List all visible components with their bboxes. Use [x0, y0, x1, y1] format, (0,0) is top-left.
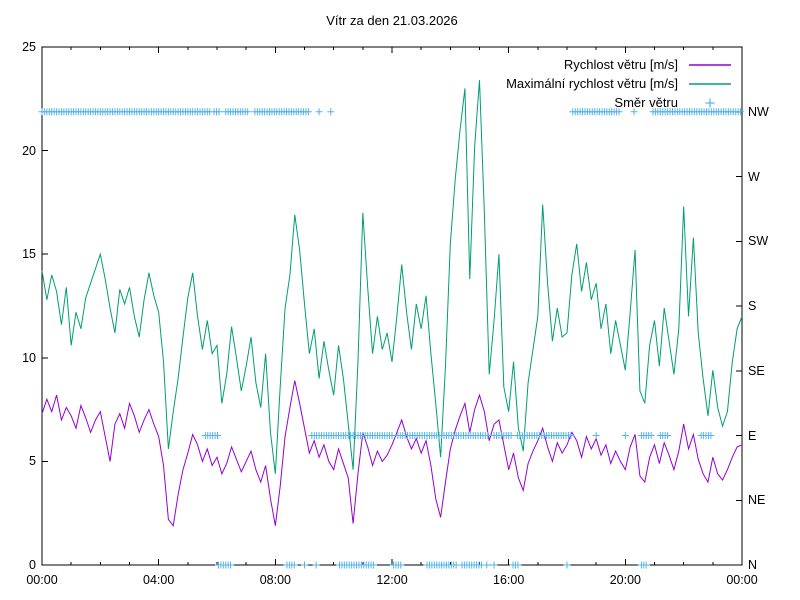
legend-row-max-wind: Maximální rychlost větru [m/s] [506, 74, 736, 93]
legend-label-max-wind: Maximální rychlost větru [m/s] [506, 76, 678, 91]
y-tick-label: 15 [22, 247, 36, 262]
x-tick-label: 00:00 [726, 573, 758, 587]
y-tick-label: 0 [29, 558, 36, 572]
legend-row-avg-wind: Rychlost větru [m/s] [506, 55, 736, 74]
direction-plus-marker-icon [684, 96, 736, 109]
wind-direction-label: SE [748, 363, 765, 378]
wind-direction-label: S [748, 299, 757, 313]
y-tick-label: 10 [22, 350, 36, 365]
legend: Rychlost větru [m/s] Maximální rychlost … [506, 55, 736, 112]
x-tick-label: 04:00 [143, 573, 175, 587]
x-tick-label: 20:00 [609, 573, 641, 587]
avg-wind-line-sample-icon [684, 58, 736, 71]
max-wind-line-sample-icon [684, 77, 736, 90]
max-wind-line [41, 80, 743, 474]
legend-label-direction: Směr větru [614, 95, 678, 110]
legend-row-direction: Směr větru [506, 93, 736, 112]
wind-direction-label: N [748, 558, 758, 572]
legend-label-avg-wind: Rychlost větru [m/s] [563, 57, 678, 72]
chart-title: Vítr za den 21.03.2026 [326, 13, 458, 28]
x-tick-label: 08:00 [259, 573, 291, 587]
avg-wind-line [41, 380, 743, 527]
wind-direction-markers [38, 108, 745, 569]
x-tick-label: 00:00 [26, 573, 58, 587]
wind-direction-label: NW [748, 104, 769, 119]
wind-direction-label: NE [748, 493, 766, 508]
y-tick-label: 25 [22, 40, 36, 54]
wind-direction-label: W [748, 169, 760, 184]
y-tick-label: 5 [29, 454, 36, 469]
wind-direction-label: SW [748, 234, 769, 249]
x-tick-label: 16:00 [493, 573, 525, 587]
x-tick-label: 12:00 [376, 573, 408, 587]
wind-direction-label: E [748, 428, 757, 443]
y-tick-label: 20 [22, 143, 36, 158]
